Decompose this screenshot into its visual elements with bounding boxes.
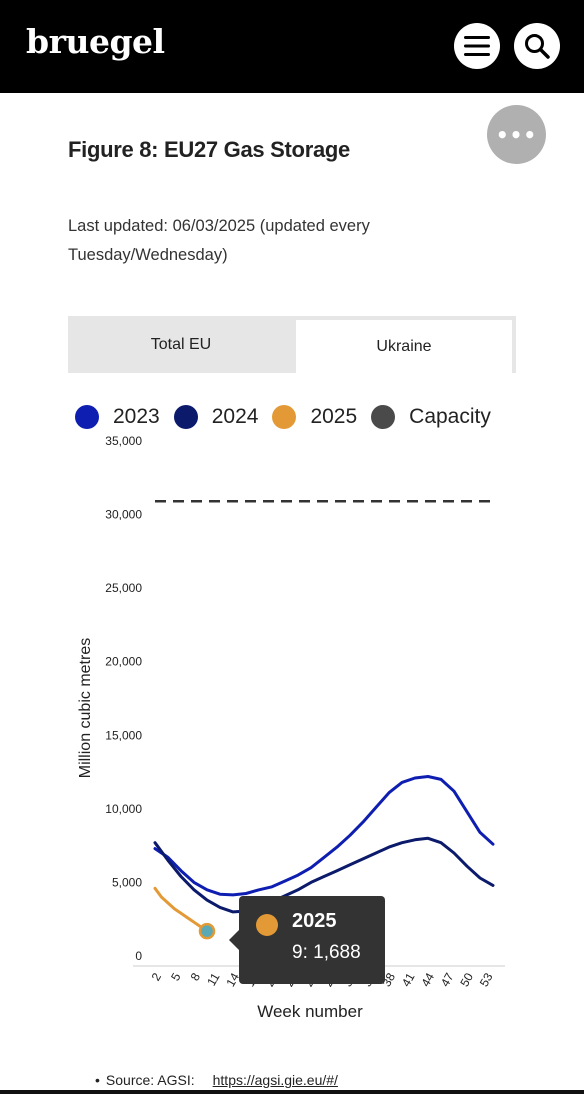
legend-label-capacity: Capacity bbox=[409, 405, 491, 428]
tab-ukraine[interactable]: Ukraine bbox=[296, 320, 512, 373]
legend-marker-capacity bbox=[371, 405, 396, 429]
top-navigation-bar: bruegel bbox=[0, 0, 584, 93]
tooltip-marker bbox=[256, 914, 278, 936]
y-tick-label: 0 bbox=[135, 949, 142, 963]
region-tabs: Total EU Ukraine bbox=[68, 316, 516, 373]
tooltip-series: 2025 bbox=[292, 910, 337, 932]
data-tooltip: 2025 9: 1,688 bbox=[229, 896, 385, 984]
legend-label-2025: 2025 bbox=[310, 405, 358, 428]
x-tick-label: 14 bbox=[223, 970, 242, 989]
legend-marker-2024 bbox=[173, 405, 198, 429]
chart-legend: 2023 2024 2025 Capacity bbox=[75, 400, 505, 434]
legend-label-2024: 2024 bbox=[211, 405, 259, 428]
source-note: • Source: AGSI: https://agsi.gie.eu/#/ bbox=[95, 1072, 338, 1088]
legend-item-2023[interactable]: 2023 bbox=[75, 405, 160, 429]
x-tick-label: 41 bbox=[399, 970, 418, 989]
x-axis-label: Week number bbox=[257, 1002, 363, 1021]
y-axis-label: Million cubic metres bbox=[77, 638, 94, 778]
legend-item-2024[interactable]: 2024 bbox=[173, 405, 259, 429]
y-tick-label: 10,000 bbox=[105, 802, 142, 816]
search-button[interactable] bbox=[514, 23, 560, 69]
last-updated-text: Last updated: 06/03/2025 (updated every … bbox=[68, 217, 370, 264]
legend-marker-2023 bbox=[75, 405, 99, 429]
x-tick-label: 8 bbox=[188, 970, 204, 983]
source-link[interactable]: https://agsi.gie.eu/#/ bbox=[212, 1072, 338, 1088]
legend-label-2023: 2023 bbox=[113, 405, 160, 428]
x-tick-label: 5 bbox=[168, 970, 184, 983]
y-tick-label: 5,000 bbox=[112, 875, 142, 889]
bullet-icon: • bbox=[95, 1072, 100, 1088]
series-layer bbox=[153, 500, 495, 940]
highlighted-point[interactable] bbox=[198, 922, 216, 940]
x-tick-label: 50 bbox=[457, 970, 476, 989]
source-label: Source: AGSI: bbox=[105, 1072, 195, 1088]
y-axis-ticks: 0 5,000 10,000 15,000 20,000 25,000 30,000 35,0… bbox=[105, 434, 142, 963]
legend-item-capacity[interactable]: Capacity bbox=[371, 405, 491, 429]
legend-item-2025[interactable]: 2025 bbox=[272, 405, 357, 429]
x-tick-label: 53 bbox=[477, 970, 496, 989]
menu-button[interactable] bbox=[454, 23, 500, 69]
series-line-2025[interactable] bbox=[153, 886, 209, 933]
bottom-divider bbox=[0, 1090, 584, 1094]
tab-total-eu[interactable]: Total EU bbox=[150, 335, 212, 353]
x-tick-label: 11 bbox=[204, 970, 223, 988]
series-line-2023[interactable] bbox=[153, 775, 495, 897]
x-tick-label: 2 bbox=[149, 970, 165, 983]
tooltip-value: 9: 1,688 bbox=[292, 942, 361, 963]
y-tick-label: 25,000 bbox=[105, 581, 142, 595]
x-tick-label: 44 bbox=[418, 970, 437, 989]
series-line-2024[interactable] bbox=[153, 836, 495, 914]
figure-title: Figure 8: EU27 Gas Storage bbox=[68, 137, 350, 162]
y-tick-label: 15,000 bbox=[105, 728, 142, 742]
more-options-button[interactable]: ••• bbox=[487, 105, 546, 164]
y-tick-label: 30,000 bbox=[105, 508, 142, 522]
y-tick-label: 20,000 bbox=[105, 655, 142, 669]
bruegel-logo[interactable]: bruegel bbox=[26, 22, 165, 61]
hamburger-icon bbox=[464, 36, 490, 56]
y-tick-label: 35,000 bbox=[105, 434, 142, 448]
search-icon bbox=[525, 34, 550, 59]
legend-marker-2025 bbox=[272, 405, 297, 429]
x-tick-label: 47 bbox=[438, 970, 457, 989]
